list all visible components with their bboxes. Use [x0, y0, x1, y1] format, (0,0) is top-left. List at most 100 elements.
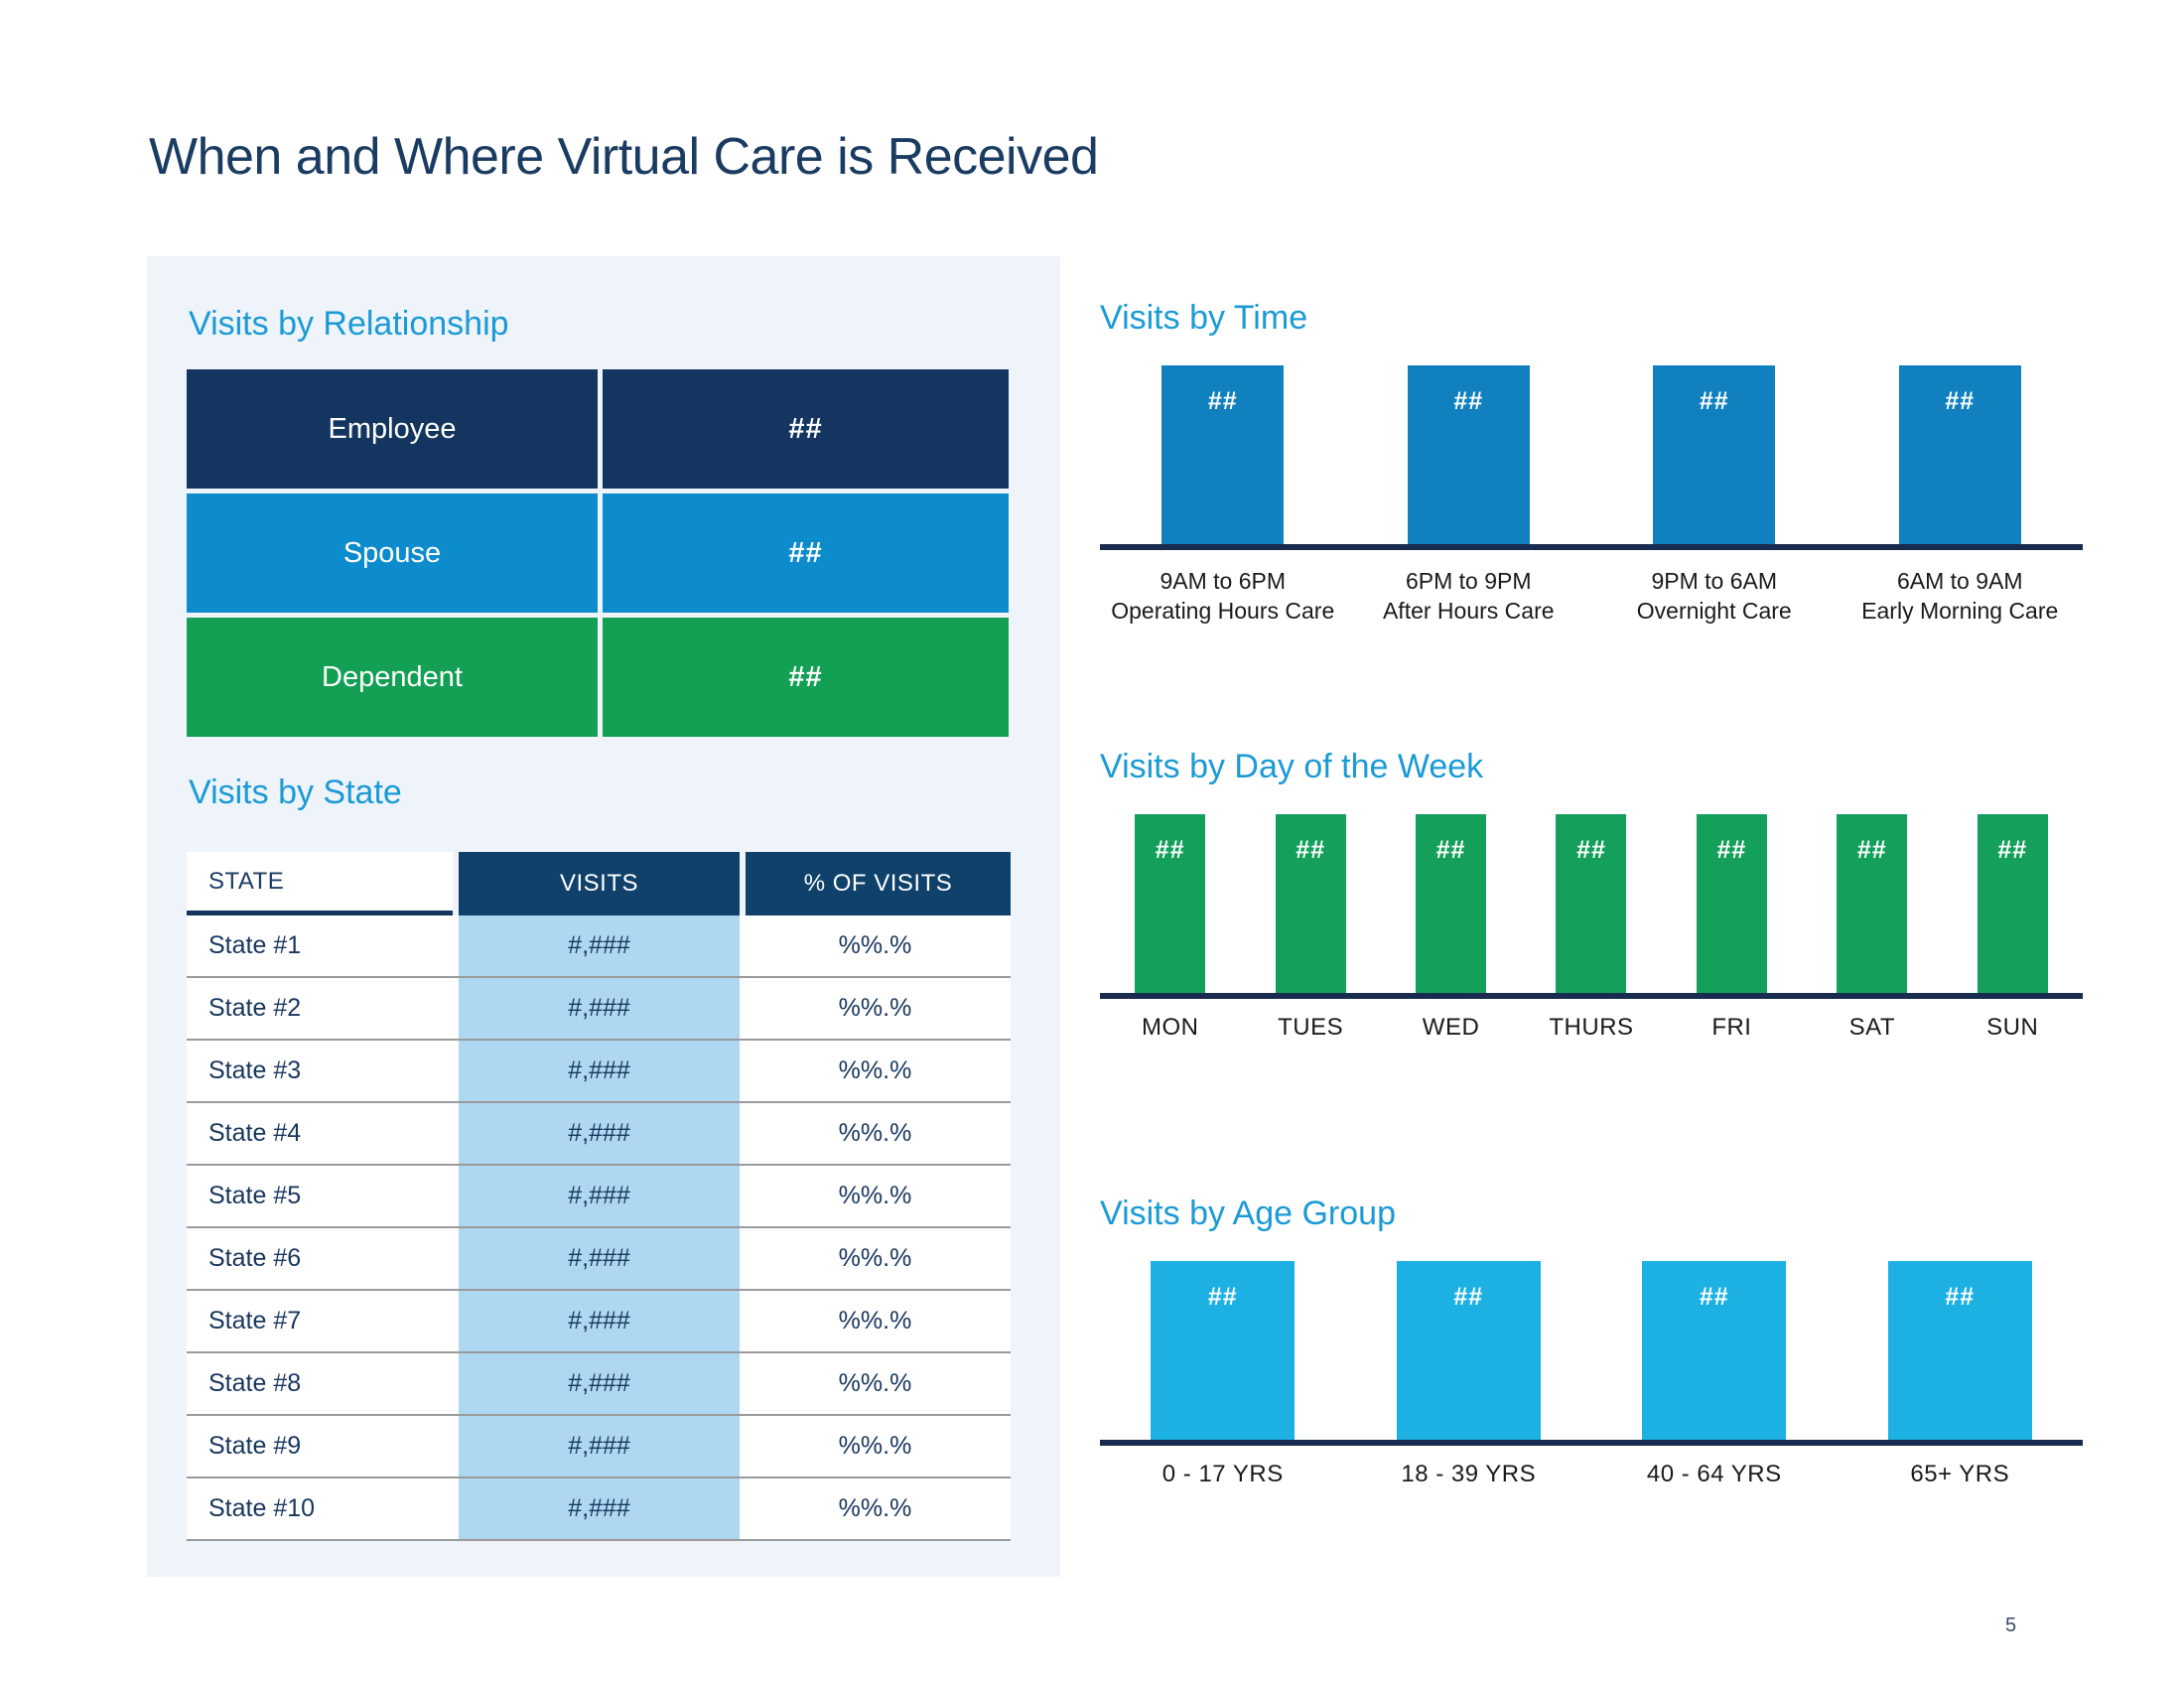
- chart-x-tick-label: SAT: [1848, 1014, 1896, 1041]
- chart-bar-value-label: ##: [1716, 836, 1747, 864]
- cell-visits: #,###: [459, 1291, 740, 1351]
- chart-bar-value-label: ##: [1155, 836, 1185, 864]
- chart-bar-slot: ##: [1943, 814, 2083, 993]
- cell-state: State #10: [187, 1478, 459, 1539]
- chart-bar-value-label: ##: [1435, 836, 1466, 864]
- visits-by-relationship-table: Employee ## Spouse ## Dependent ##: [187, 369, 1009, 737]
- tick-label-line-2: Overnight Care: [1636, 598, 1792, 624]
- relationship-label: Spouse: [187, 493, 598, 613]
- chart-bar: ##: [1416, 814, 1487, 993]
- chart-x-tick-label: SUN: [1986, 1014, 2039, 1041]
- cell-pct: %%.%: [740, 915, 1011, 976]
- chart-bar: ##: [1151, 1261, 1296, 1440]
- chart-bar: ##: [1556, 814, 1627, 993]
- chart-bar-slot: ##: [1346, 1261, 1592, 1440]
- chart-title: Visits by Day of the Week: [1100, 748, 1484, 785]
- cell-visits: #,###: [459, 1041, 740, 1101]
- chart-bar: ##: [1407, 365, 1530, 544]
- chart-bar-value-label: ##: [1856, 836, 1887, 864]
- chart-x-tick-labels: 0 - 17 YRS 18 - 39 YRS 40 - 64 YRS 65+ YRS: [1100, 1460, 2083, 1489]
- chart-x-tick-label: 6PM to 9PM After Hours Care: [1346, 566, 1592, 626]
- chart-bar-slot: ##: [1838, 365, 2084, 544]
- chart-x-tick-label: 65+ YRS: [1910, 1461, 2010, 1487]
- table-row: State #4 #,###%%.%: [187, 1103, 1011, 1166]
- chart-title: Visits by Age Group: [1100, 1195, 1396, 1232]
- table-row: Employee ##: [187, 369, 1009, 489]
- chart-axis-line: [1100, 993, 2083, 999]
- chart-bar-value-label: ##: [1945, 387, 1976, 415]
- chart-bar-value-label: ##: [1453, 387, 1484, 415]
- chart-x-tick-label: FRI: [1711, 1014, 1752, 1041]
- chart-x-tick-label: 40 - 64 YRS: [1646, 1461, 1782, 1487]
- column-header-state: STATE: [187, 852, 453, 915]
- table-row: Spouse ##: [187, 493, 1009, 613]
- chart-bar-value-label: ##: [1296, 836, 1326, 864]
- chart-x-tick-label: 9PM to 6AM Overnight Care: [1591, 566, 1838, 626]
- table-row: State #7 #,###%%.%: [187, 1291, 1011, 1353]
- cell-state: State #2: [187, 978, 459, 1039]
- cell-state: State #8: [187, 1353, 459, 1414]
- visits-by-state-heading: Visits by State: [189, 774, 402, 811]
- cell-pct: %%.%: [740, 1291, 1011, 1351]
- cell-pct: %%.%: [740, 978, 1011, 1039]
- table-row: State #9 #,###%%.%: [187, 1416, 1011, 1478]
- table-row: State #3 #,###%%.%: [187, 1041, 1011, 1103]
- chart-bar: ##: [1135, 814, 1206, 993]
- chart-x-tick-label: 0 - 17 YRS: [1161, 1461, 1284, 1487]
- table-row: State #10 #,###%%.%: [187, 1478, 1011, 1541]
- visits-by-relationship-heading: Visits by Relationship: [189, 305, 509, 343]
- cell-pct: %%.%: [740, 1416, 1011, 1477]
- chart-bar-slot: ##: [1381, 814, 1521, 993]
- chart-bar: ##: [1696, 814, 1767, 993]
- cell-state: State #1: [187, 915, 459, 976]
- chart-axis-line: [1100, 1440, 2083, 1446]
- chart-bar-slot: ##: [1240, 814, 1380, 993]
- cell-visits: #,###: [459, 1103, 740, 1164]
- cell-pct: %%.%: [740, 1228, 1011, 1289]
- column-header-pct: % OF VISITS: [746, 852, 1011, 915]
- chart-bar-slot: ##: [1802, 814, 1942, 993]
- cell-state: State #7: [187, 1291, 459, 1351]
- relationship-value: ##: [603, 493, 1009, 613]
- table-row: Dependent ##: [187, 618, 1009, 737]
- chart-bars: ## ## ## ##: [1100, 365, 2083, 544]
- chart-bar-value-label: ##: [1997, 836, 2028, 864]
- chart-x-tick-label: WED: [1422, 1014, 1480, 1041]
- chart-x-tick-label: 9AM to 6PM Operating Hours Care: [1100, 566, 1346, 626]
- cell-visits: #,###: [459, 1166, 740, 1226]
- cell-state: State #5: [187, 1166, 459, 1226]
- page-title: When and Where Virtual Care is Received: [149, 128, 1099, 186]
- chart-bar-value-label: ##: [1945, 1283, 1976, 1311]
- chart-visits-by-day-of-week: Visits by Day of the Week ## ## ## ## ## ## ##…: [1100, 747, 2083, 1043]
- cell-state: State #3: [187, 1041, 459, 1101]
- cell-visits: #,###: [459, 1228, 740, 1289]
- relationship-value: ##: [603, 618, 1009, 737]
- chart-bar: ##: [1898, 365, 2021, 544]
- chart-bar-slot: ##: [1591, 365, 1838, 544]
- table-row: State #8 #,###%%.%: [187, 1353, 1011, 1416]
- tick-label-line-2: After Hours Care: [1382, 598, 1555, 624]
- cell-visits: #,###: [459, 978, 740, 1039]
- chart-bar-slot: ##: [1100, 365, 1346, 544]
- cell-visits: #,###: [459, 915, 740, 976]
- chart-bar-slot: ##: [1100, 1261, 1346, 1440]
- page-number: 5: [2005, 1615, 2017, 1636]
- chart-bar-value-label: ##: [1699, 1283, 1729, 1311]
- chart-plot-area: ## ## ## ##: [1100, 1261, 2084, 1446]
- table-row: State #2 #,###%%.%: [187, 978, 1011, 1041]
- chart-bar: ##: [1887, 1261, 2032, 1440]
- table-row: State #5 #,###%%.%: [187, 1166, 1011, 1228]
- chart-bar-value-label: ##: [1207, 387, 1238, 415]
- chart-bar-slot: ##: [1591, 1261, 1838, 1440]
- chart-bar: ##: [1396, 1261, 1541, 1440]
- chart-bar-value-label: ##: [1576, 836, 1606, 864]
- cell-pct: %%.%: [740, 1041, 1011, 1101]
- chart-plot-area: ## ## ## ##: [1100, 365, 2083, 550]
- chart-bar-slot: ##: [1838, 1261, 2084, 1440]
- table-body: State #1 #,###%%.% State #2 #,###%%.% State …: [187, 915, 1011, 1541]
- chart-x-tick-label: THURS: [1549, 1014, 1634, 1041]
- tick-label-line-1: 9PM to 6AM: [1651, 568, 1778, 594]
- cell-visits: #,###: [459, 1478, 740, 1539]
- column-header-visits: VISITS: [459, 852, 740, 915]
